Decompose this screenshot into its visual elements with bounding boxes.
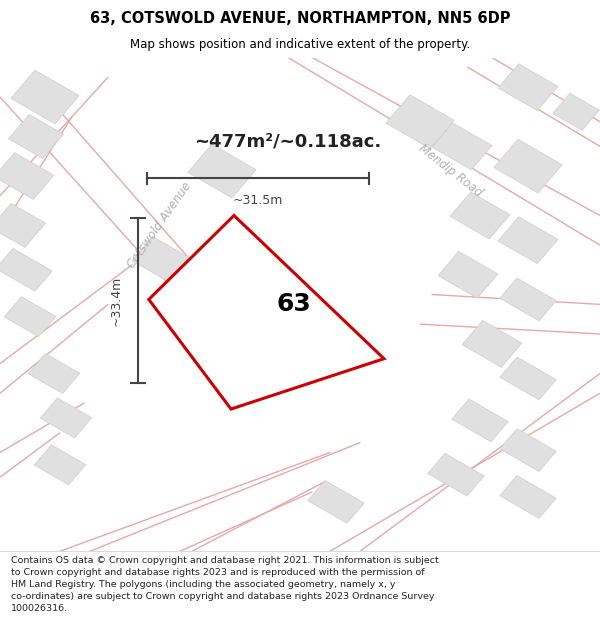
Polygon shape xyxy=(452,399,508,442)
Polygon shape xyxy=(553,93,599,131)
Text: 63: 63 xyxy=(277,292,311,316)
Polygon shape xyxy=(188,144,256,198)
Polygon shape xyxy=(186,316,246,362)
Text: 63, COTSWOLD AVENUE, NORTHAMPTON, NN5 6DP: 63, COTSWOLD AVENUE, NORTHAMPTON, NN5 6D… xyxy=(90,11,510,26)
Text: ~33.4m: ~33.4m xyxy=(110,276,123,326)
Polygon shape xyxy=(149,216,384,409)
Polygon shape xyxy=(8,114,64,159)
Polygon shape xyxy=(40,398,92,438)
Polygon shape xyxy=(498,217,558,264)
Text: Mendip Road: Mendip Road xyxy=(416,142,484,200)
Text: ~477m²/~0.118ac.: ~477m²/~0.118ac. xyxy=(194,132,382,151)
Polygon shape xyxy=(0,203,46,248)
Polygon shape xyxy=(432,123,492,170)
Polygon shape xyxy=(308,481,364,523)
Polygon shape xyxy=(11,70,79,124)
Polygon shape xyxy=(498,64,558,111)
Polygon shape xyxy=(500,476,556,518)
Polygon shape xyxy=(428,453,484,496)
Text: Map shows position and indicative extent of the property.: Map shows position and indicative extent… xyxy=(130,38,470,51)
Polygon shape xyxy=(4,297,56,337)
Polygon shape xyxy=(500,429,556,471)
Polygon shape xyxy=(494,139,562,193)
Polygon shape xyxy=(386,95,454,149)
Polygon shape xyxy=(462,321,522,368)
Text: Contains OS data © Crown copyright and database right 2021. This information is : Contains OS data © Crown copyright and d… xyxy=(11,556,439,612)
Polygon shape xyxy=(500,357,556,400)
Polygon shape xyxy=(500,278,556,321)
Text: ~31.5m: ~31.5m xyxy=(233,194,283,208)
Polygon shape xyxy=(450,192,510,239)
Polygon shape xyxy=(438,251,498,298)
Polygon shape xyxy=(34,445,86,485)
Polygon shape xyxy=(250,344,302,384)
Polygon shape xyxy=(0,152,54,199)
Polygon shape xyxy=(132,236,192,283)
Polygon shape xyxy=(0,248,52,291)
Text: Cotswold Avenue: Cotswold Avenue xyxy=(124,180,194,271)
Polygon shape xyxy=(28,354,80,394)
